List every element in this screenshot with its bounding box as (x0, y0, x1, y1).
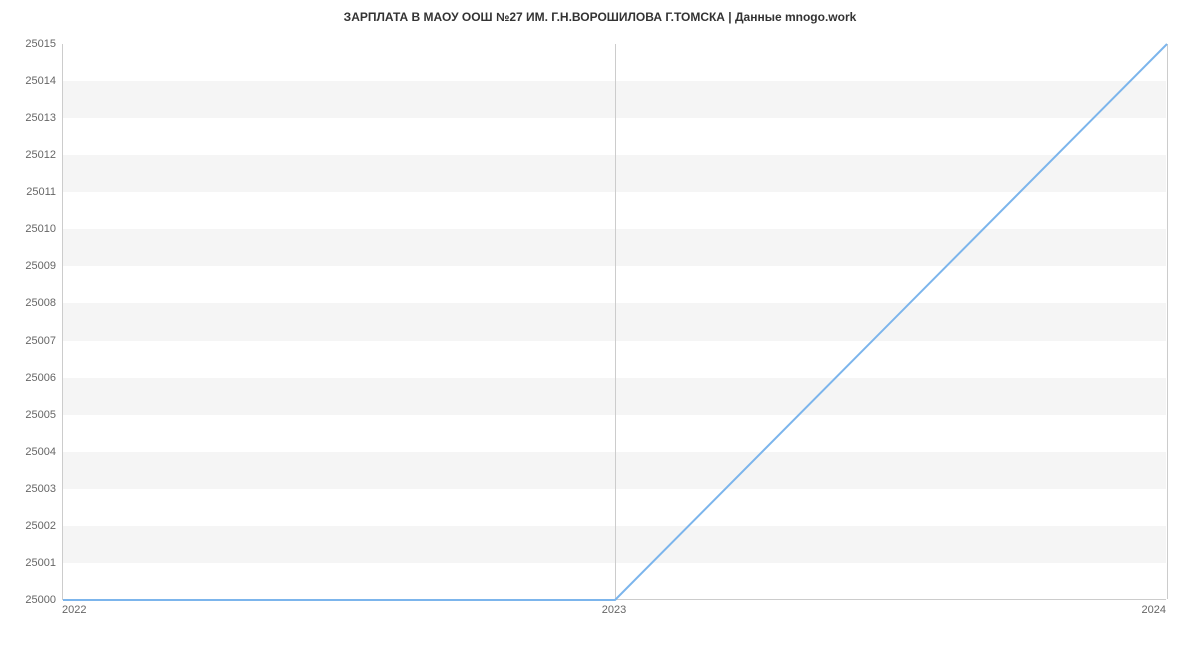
y-tick-label: 25004 (25, 446, 56, 458)
y-tick-label: 25011 (26, 186, 56, 198)
y-tick-label: 25013 (25, 112, 56, 124)
y-tick-label: 25009 (25, 260, 56, 272)
x-tick-label: 2022 (62, 604, 86, 616)
series-line-salary (63, 44, 1167, 600)
chart-title: ЗАРПЛАТА В МАОУ ООШ №27 ИМ. Г.Н.ВОРОШИЛО… (0, 0, 1200, 24)
y-tick-label: 25002 (25, 520, 56, 532)
y-tick-label: 25012 (25, 149, 56, 161)
y-tick-label: 25014 (25, 75, 56, 87)
y-tick-label: 25003 (25, 483, 56, 495)
data-line (63, 44, 1167, 600)
x-tick-label: 2023 (602, 604, 626, 616)
y-tick-label: 25001 (25, 557, 56, 569)
x-axis-labels: 2022 2023 2024 (62, 600, 1166, 630)
y-tick-label: 25008 (25, 297, 56, 309)
salary-line-chart: ЗАРПЛАТА В МАОУ ООШ №27 ИМ. Г.Н.ВОРОШИЛО… (0, 0, 1200, 650)
x-tick-label: 2024 (1142, 604, 1166, 616)
y-tick-label: 25006 (25, 372, 56, 384)
plot-area (62, 44, 1166, 600)
y-tick-label: 25007 (25, 335, 56, 347)
grid-line-vertical (1167, 44, 1168, 599)
y-tick-label: 25015 (25, 38, 56, 50)
y-tick-label: 25000 (25, 594, 56, 606)
y-tick-label: 25010 (25, 223, 56, 235)
y-axis-labels: 2500025001250022500325004250052500625007… (0, 44, 62, 600)
y-tick-label: 25005 (25, 409, 56, 421)
